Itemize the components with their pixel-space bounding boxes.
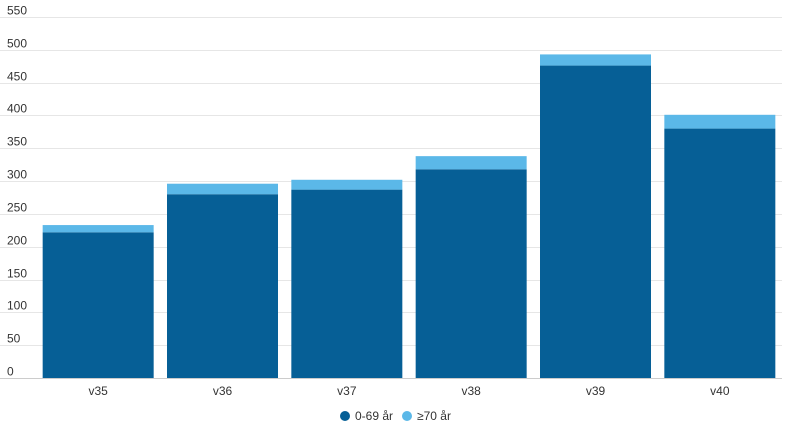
legend-marker bbox=[340, 411, 350, 421]
bar-v36-age-70-plus bbox=[167, 183, 278, 195]
legend-label: 0-69 år bbox=[355, 409, 393, 423]
bar-v39-age-0-69 bbox=[540, 65, 651, 378]
bar-v38-age-70-plus bbox=[415, 156, 527, 170]
x-tick-label: v40 bbox=[710, 384, 730, 398]
y-tick-label: 550 bbox=[7, 4, 27, 18]
y-tick-label: 250 bbox=[7, 201, 27, 215]
bar-v40-age-0-69 bbox=[664, 128, 776, 378]
bars bbox=[42, 54, 776, 378]
x-axis-tick-labels: v35 v36 v37 v38 v39 v40 bbox=[88, 384, 729, 398]
x-tick-label: v37 bbox=[337, 384, 357, 398]
bar-v37-age-70-plus bbox=[291, 179, 403, 190]
x-tick-label: v35 bbox=[88, 384, 108, 398]
y-tick-label: 200 bbox=[7, 234, 27, 248]
bar-v35-age-70-plus bbox=[42, 225, 154, 233]
bar-v38-age-0-69 bbox=[415, 169, 527, 378]
x-tick-label: v36 bbox=[213, 384, 233, 398]
legend-label: ≥70 år bbox=[417, 409, 451, 423]
y-tick-label: 450 bbox=[7, 70, 27, 84]
x-tick-label: v38 bbox=[461, 384, 481, 398]
y-tick-label: 350 bbox=[7, 135, 27, 149]
y-axis-tick-labels: 0 50 100 150 200 250 300 350 400 450 500 550 bbox=[7, 4, 27, 379]
y-tick-label: 150 bbox=[7, 267, 27, 281]
y-tick-label: 500 bbox=[7, 37, 27, 51]
legend: 0-69 år ≥70 år bbox=[340, 409, 451, 423]
legend-marker bbox=[402, 411, 412, 421]
y-tick-label: 50 bbox=[7, 332, 21, 346]
y-tick-label: 100 bbox=[7, 299, 27, 313]
bar-v36-age-0-69 bbox=[167, 194, 278, 378]
bar-v40-age-70-plus bbox=[664, 114, 776, 129]
y-tick-label: 0 bbox=[7, 365, 14, 379]
y-tick-label: 400 bbox=[7, 102, 27, 116]
x-tick-label: v39 bbox=[586, 384, 606, 398]
bar-v39-age-70-plus bbox=[540, 54, 651, 66]
bar-v35-age-0-69 bbox=[42, 232, 154, 378]
bar-v37-age-0-69 bbox=[291, 189, 403, 378]
y-tick-label: 300 bbox=[7, 168, 27, 182]
